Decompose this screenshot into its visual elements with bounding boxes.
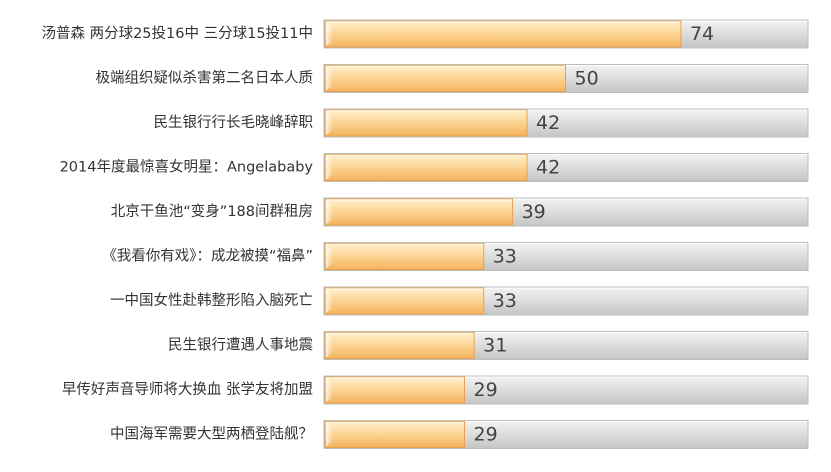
value-label: 50	[575, 68, 599, 90]
category-label: 民生银行行长毛晓峰辞职	[154, 114, 314, 131]
value-label: 33	[493, 290, 517, 312]
bar-bevel	[326, 244, 333, 269]
bar-bevel	[326, 333, 333, 358]
bar-bevel	[326, 200, 333, 224]
bar-bevel	[326, 289, 333, 313]
value-label: 39	[522, 201, 546, 223]
category-label: 北京干鱼池“变身”188间群租房	[111, 202, 313, 220]
bar	[324, 287, 485, 315]
bar	[324, 154, 528, 181]
bar-bevel	[326, 155, 333, 180]
category-label: 一中国女性赴韩整形陷入脑死亡	[110, 291, 313, 309]
value-label: 42	[536, 112, 560, 134]
bar-bevel	[326, 111, 333, 135]
bar-bevel	[326, 66, 333, 91]
category-label: 民生银行遭遇人事地震	[168, 337, 313, 354]
bar-row: 《我看你有戏》：成龙被摸“福鼻” 33	[102, 242, 809, 271]
value-label: 31	[483, 335, 507, 357]
bar	[324, 376, 465, 404]
bar	[324, 421, 465, 448]
category-label: 极端组织疑似杀害第二名日本人质	[96, 69, 314, 87]
bar-row: 一中国女性赴韩整形陷入脑死亡 33	[110, 286, 809, 316]
bar	[324, 243, 485, 270]
bar-row: 2014年度最惊喜女明星：Angelababy 42	[60, 153, 809, 182]
bar	[324, 198, 514, 226]
value-label: 42	[536, 157, 560, 179]
category-label: 中国海军需要大型两栖登陆舰？	[110, 426, 313, 443]
bar-row: 北京干鱼池“变身”188间群租房 39	[111, 197, 809, 227]
bar-row: 民生银行遭遇人事地震 31	[168, 331, 809, 360]
bar-row: 民生银行行长毛晓峰辞职 42	[154, 108, 809, 138]
value-label: 33	[493, 246, 517, 268]
category-label: 2014年度最惊喜女明星：Angelababy	[60, 158, 314, 176]
bar-row: 中国海军需要大型两栖登陆舰？ 29	[110, 420, 809, 449]
bar	[324, 20, 682, 48]
bar	[324, 109, 528, 137]
bar-rows: 汤普森 两分球25投16中 三分球15投11中 74 极端组织疑似杀害第二名日本人质…	[41, 19, 809, 449]
bar-row: 汤普森 两分球25投16中 三分球15投11中 74	[41, 19, 809, 49]
category-label: 汤普森 两分球25投16中 三分球15投11中	[41, 25, 313, 42]
bar-bevel	[326, 422, 333, 447]
value-label: 29	[473, 379, 497, 401]
bar-bevel	[326, 378, 333, 402]
bar	[324, 332, 475, 359]
value-label: 29	[473, 424, 497, 446]
value-label: 74	[690, 23, 714, 45]
bar-row: 极端组织疑似杀害第二名日本人质 50	[96, 64, 809, 93]
bar	[324, 65, 566, 92]
category-label: 《我看你有戏》：成龙被摸“福鼻”	[102, 248, 313, 265]
bar-row: 早传好声音导师将大换血 张学友将加盟 29	[62, 375, 809, 405]
bar-bevel	[326, 22, 333, 46]
category-label: 早传好声音导师将大换血 张学友将加盟	[62, 380, 313, 398]
